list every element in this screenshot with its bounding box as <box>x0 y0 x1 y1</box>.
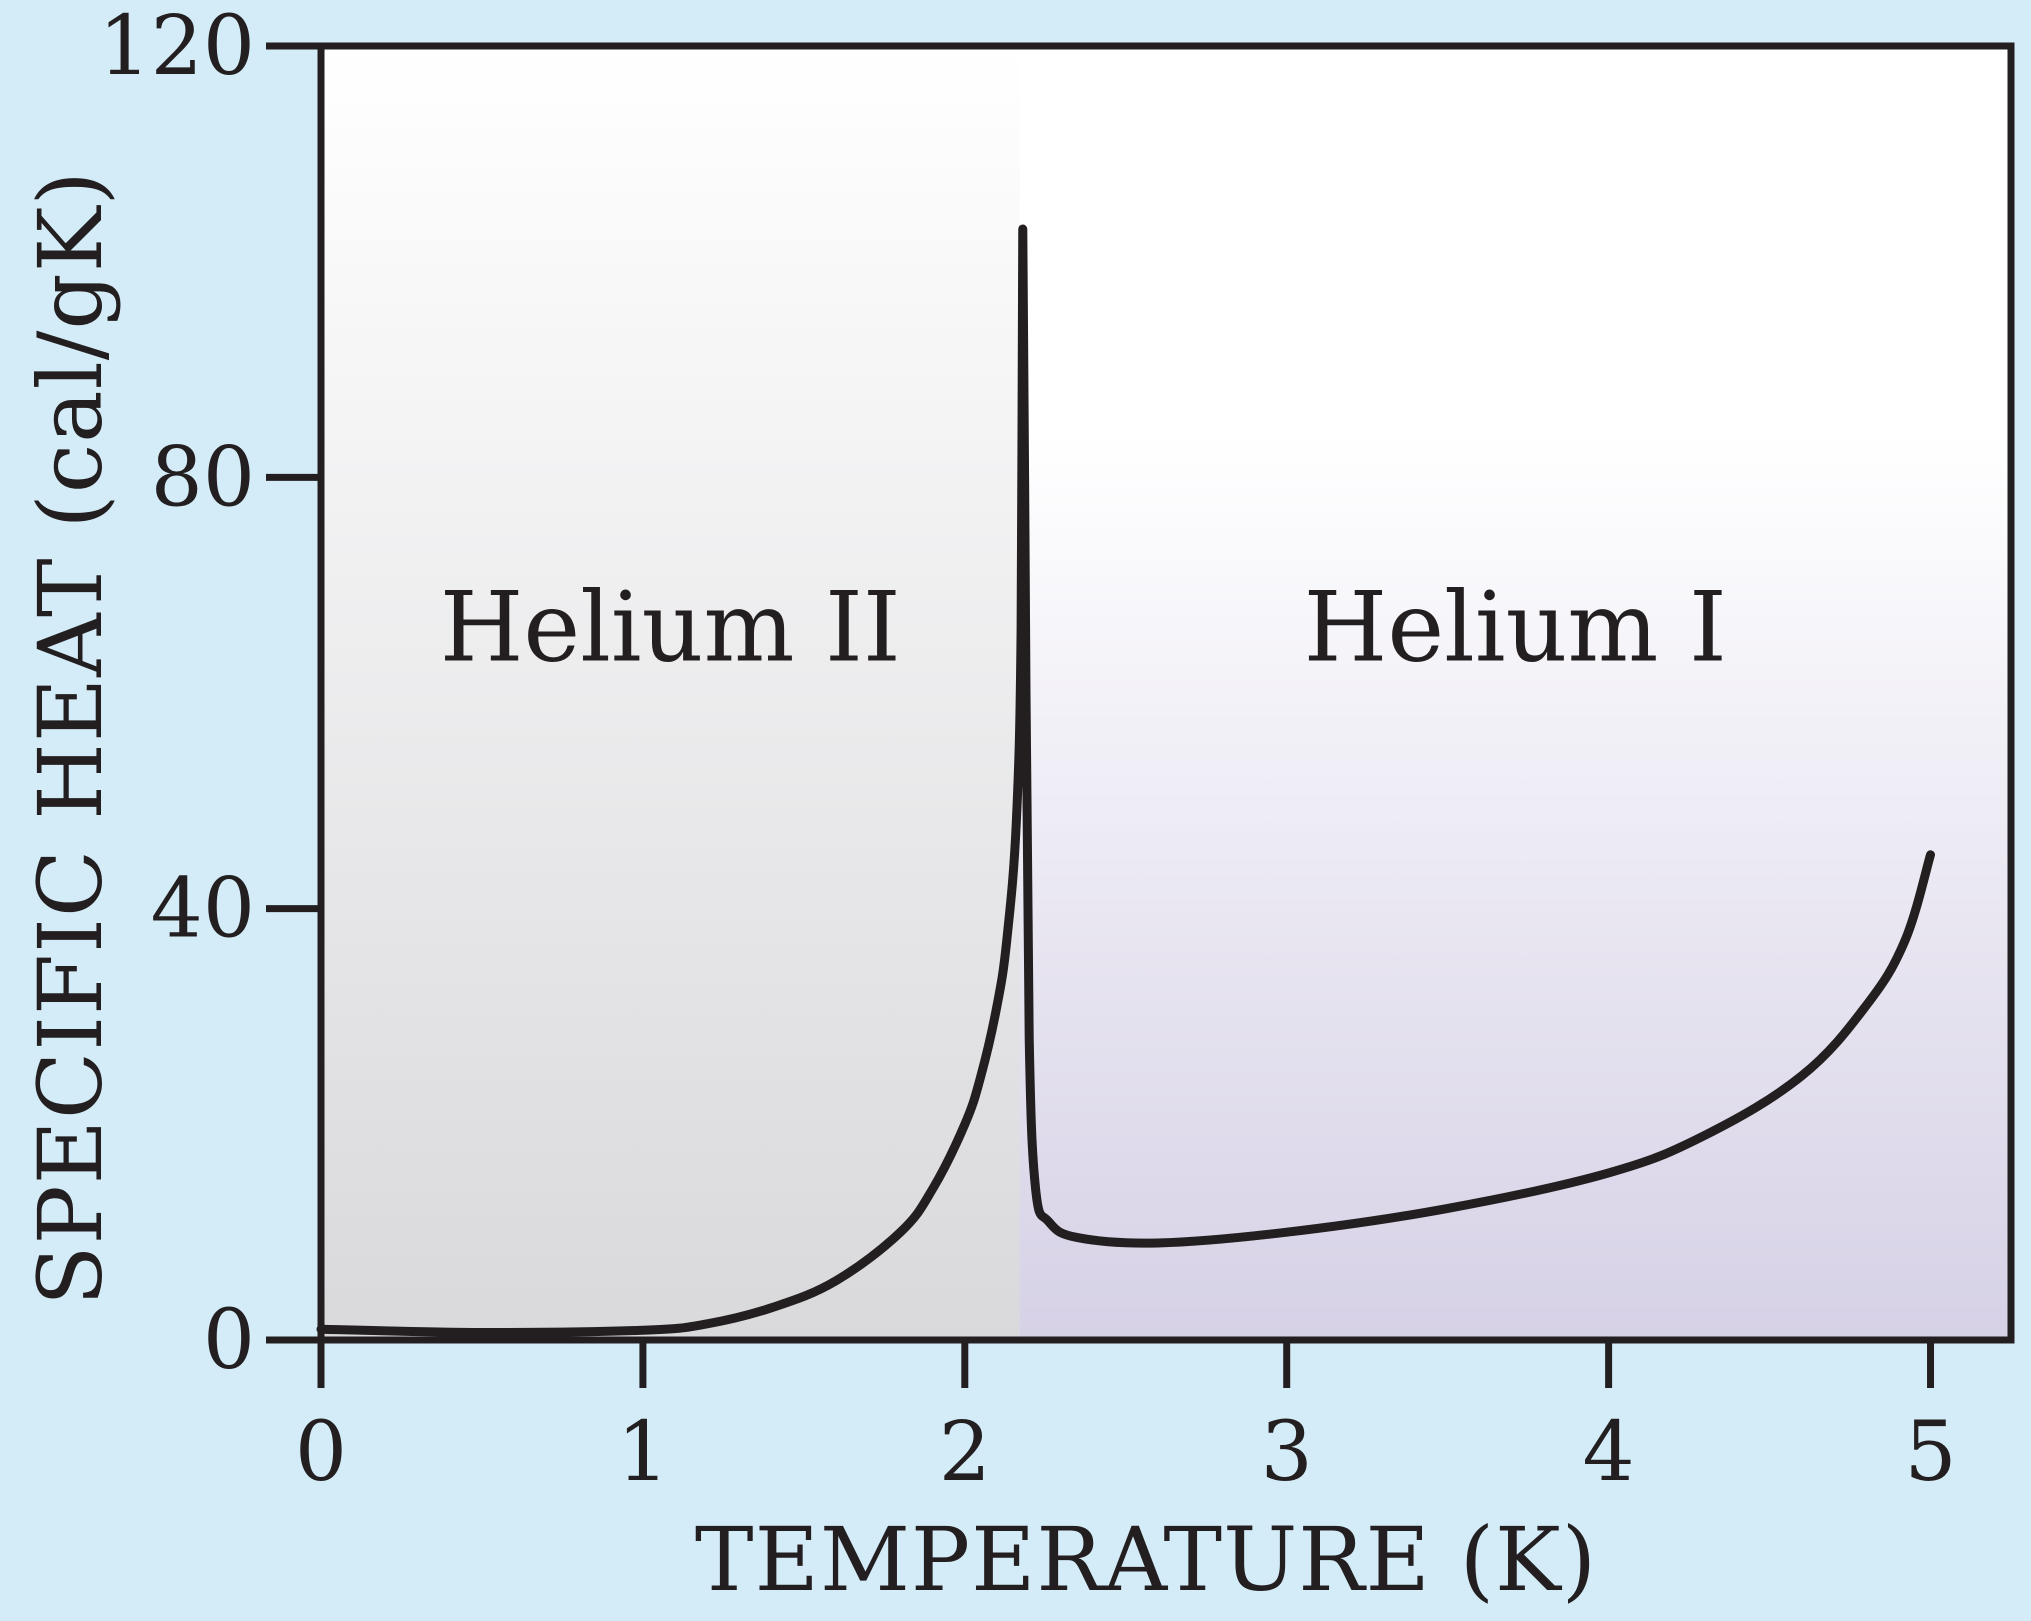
y-tick-label: 80 <box>151 430 255 525</box>
region-label-helium-i: Helium I <box>1304 572 1727 684</box>
x-tick-label: 1 <box>617 1405 669 1500</box>
x-tick-label: 2 <box>939 1405 991 1500</box>
x-tick-label: 4 <box>1583 1405 1635 1500</box>
region-helium-ii <box>321 46 1020 1340</box>
y-tick-label: 0 <box>203 1293 255 1388</box>
phase-regions <box>321 46 2011 1340</box>
y-axis-title: SPECIFIC HEAT (cal/gK) <box>19 170 122 1306</box>
x-axis-title: TEMPERATURE (K) <box>695 1508 1597 1611</box>
region-labels: Helium II Helium I <box>440 572 1727 684</box>
x-axis-ticks: 0 1 2 3 4 5 <box>295 1340 1957 1500</box>
plot-frame <box>317 42 2015 1344</box>
y-tick-label: 120 <box>98 0 255 94</box>
specific-heat-curve <box>316 224 1935 1338</box>
x-tick-label: 5 <box>1904 1405 1956 1500</box>
region-label-helium-ii: Helium II <box>440 572 901 684</box>
x-tick-label: 0 <box>295 1405 347 1500</box>
x-tick-label: 3 <box>1261 1405 1313 1500</box>
y-axis-ticks: 0 40 80 120 <box>98 0 321 1388</box>
region-helium-i <box>1019 46 2011 1340</box>
y-tick-label: 40 <box>151 862 255 957</box>
